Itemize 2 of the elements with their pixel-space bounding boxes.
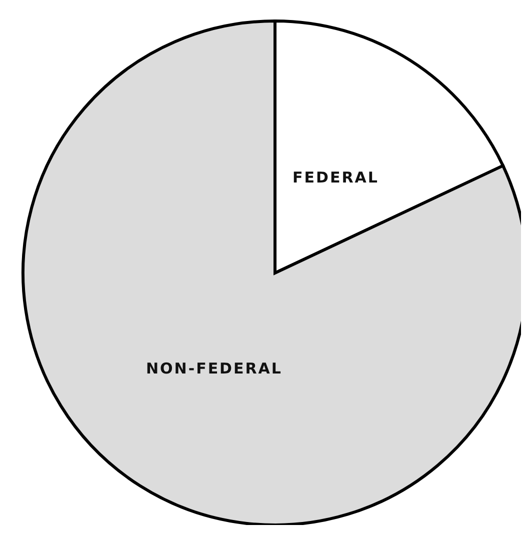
slice-label: FEDERAL — [292, 168, 379, 186]
slice-label: NON-FEDERAL — [146, 360, 282, 378]
